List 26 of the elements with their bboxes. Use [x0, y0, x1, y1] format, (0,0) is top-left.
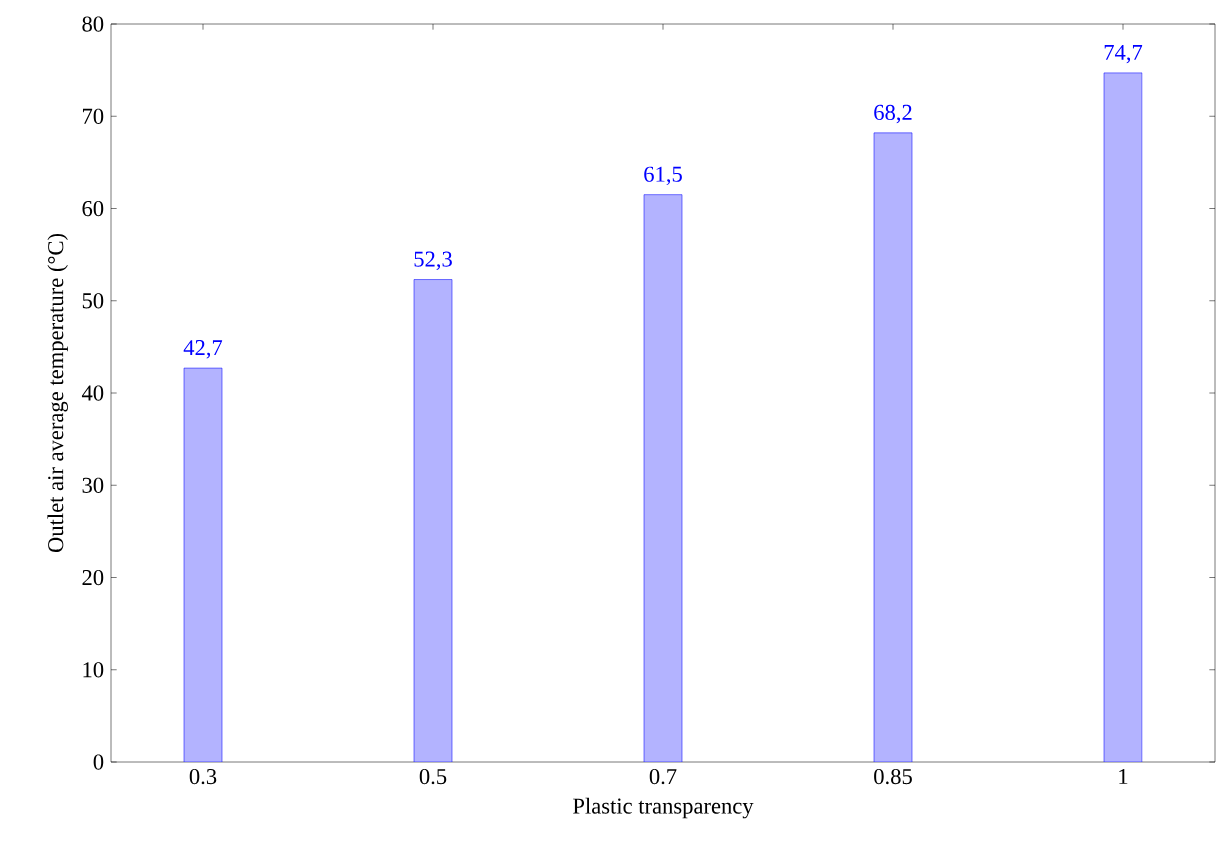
data-label: 61,5: [644, 166, 682, 186]
data-label: 74,7: [1104, 44, 1143, 64]
y-axis-title: Outlet air average temperature (°C): [47, 233, 68, 553]
x-tick-label: 0.3: [189, 768, 217, 785]
y-tick-label: 70: [82, 108, 104, 124]
y-tick-label: 0: [93, 754, 104, 770]
y-tick-label: 50: [82, 293, 104, 309]
x-axis-title: Plastic transparency: [573, 797, 754, 819]
y-tick-label: 40: [81, 385, 104, 401]
data-label: 68,2: [874, 104, 912, 124]
bar: [183, 367, 223, 762]
bar: [413, 279, 453, 762]
bar: [873, 132, 913, 762]
y-tick-label: 10: [83, 662, 104, 678]
x-tick-label: 0.85: [874, 768, 912, 785]
bar: [1103, 72, 1143, 762]
y-tick-label: 30: [82, 477, 104, 493]
data-label: 52,3: [414, 251, 452, 270]
bar: [643, 194, 683, 762]
x-tick-label: 0.5: [419, 768, 447, 785]
x-tick-label: 1: [1119, 768, 1128, 784]
x-tick-label: 0.7: [649, 768, 677, 785]
y-tick-label: 60: [82, 200, 104, 217]
y-tick-label: 20: [82, 569, 104, 586]
y-tick-label: 80: [82, 16, 104, 32]
data-label: 42,7: [183, 340, 223, 359]
